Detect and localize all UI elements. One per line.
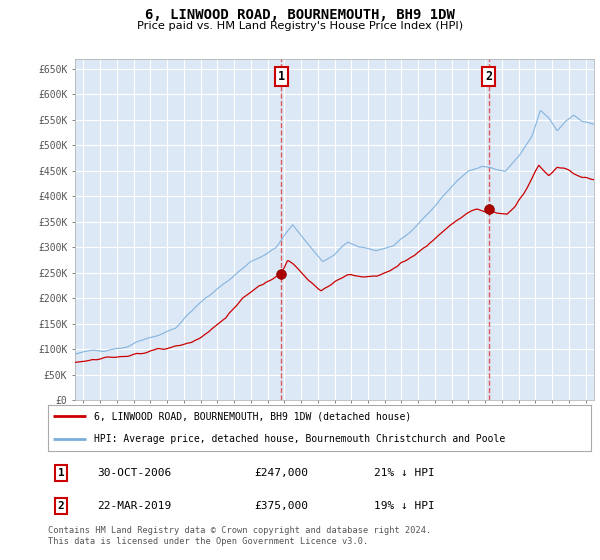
Text: 6, LINWOOD ROAD, BOURNEMOUTH, BH9 1DW (detached house): 6, LINWOOD ROAD, BOURNEMOUTH, BH9 1DW (d… bbox=[94, 412, 412, 421]
Text: 21% ↓ HPI: 21% ↓ HPI bbox=[374, 468, 434, 478]
Text: £247,000: £247,000 bbox=[254, 468, 308, 478]
Text: 6, LINWOOD ROAD, BOURNEMOUTH, BH9 1DW: 6, LINWOOD ROAD, BOURNEMOUTH, BH9 1DW bbox=[145, 8, 455, 22]
Text: Price paid vs. HM Land Registry's House Price Index (HPI): Price paid vs. HM Land Registry's House … bbox=[137, 21, 463, 31]
Text: 2: 2 bbox=[58, 501, 65, 511]
Text: 2: 2 bbox=[485, 70, 493, 83]
Text: 19% ↓ HPI: 19% ↓ HPI bbox=[374, 501, 434, 511]
Text: £375,000: £375,000 bbox=[254, 501, 308, 511]
Text: HPI: Average price, detached house, Bournemouth Christchurch and Poole: HPI: Average price, detached house, Bour… bbox=[94, 435, 505, 444]
Text: 30-OCT-2006: 30-OCT-2006 bbox=[97, 468, 171, 478]
Text: Contains HM Land Registry data © Crown copyright and database right 2024.
This d: Contains HM Land Registry data © Crown c… bbox=[48, 526, 431, 546]
Text: 22-MAR-2019: 22-MAR-2019 bbox=[97, 501, 171, 511]
Text: 1: 1 bbox=[278, 70, 285, 83]
Text: 1: 1 bbox=[58, 468, 65, 478]
